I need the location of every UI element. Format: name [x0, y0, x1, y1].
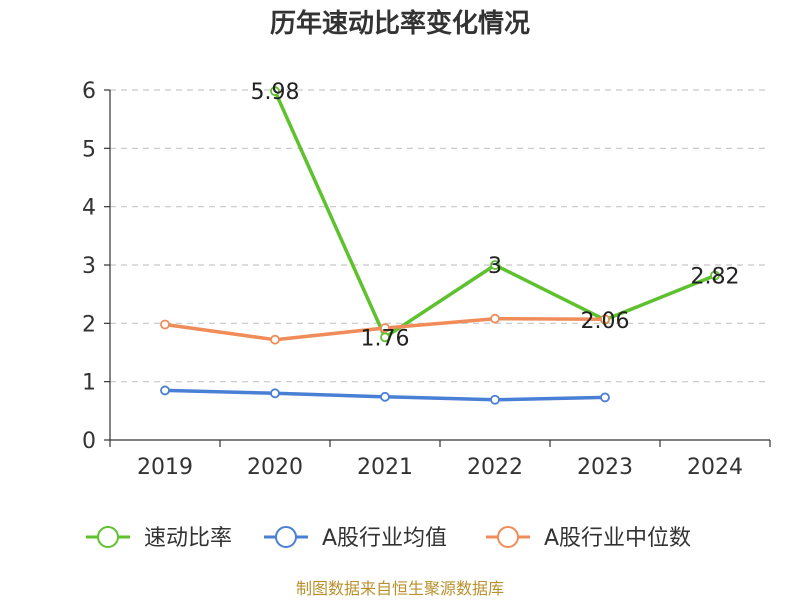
source-note: 制图数据来自恒生聚源数据库 [296, 579, 504, 598]
data-label: 1.76 [361, 326, 410, 351]
x-tick-label: 2023 [577, 455, 633, 480]
legend-label: 速动比率 [144, 526, 232, 551]
data-point [160, 319, 170, 330]
x-tick-label: 2022 [467, 455, 523, 480]
data-point [600, 314, 610, 325]
data-point [490, 260, 500, 270]
data-point [710, 270, 720, 281]
y-tick-label: 2 [82, 312, 96, 337]
data-point [380, 391, 390, 402]
data-point [160, 385, 170, 396]
y-tick-label: 3 [82, 254, 96, 279]
data-label: 2.06 [581, 309, 630, 334]
x-tick-label: 2021 [357, 455, 413, 480]
series [160, 86, 720, 405]
y-tick-label: 1 [82, 371, 96, 396]
x-tick-label: 2020 [247, 455, 303, 480]
data-point [380, 323, 390, 333]
legend-label: A股行业中位数 [544, 526, 691, 551]
data-label: 2.82 [691, 265, 740, 290]
legend-marker [97, 526, 119, 548]
data-point [490, 394, 500, 405]
data-label: 3 [488, 254, 502, 279]
data-point [270, 86, 280, 97]
legend-label: A股行业均值 [322, 526, 447, 551]
grid [110, 89, 770, 383]
y-tick-label: 0 [82, 429, 96, 454]
data-point [490, 313, 500, 324]
y-tick-label: 4 [82, 196, 96, 221]
y-tick-label: 5 [82, 137, 96, 162]
legend: 速动比率 A股行业均值 A股行业中位数 [86, 526, 691, 551]
data-point [380, 332, 390, 343]
y-tick-label: 6 [82, 79, 96, 104]
data-point [270, 334, 280, 345]
data-point [600, 392, 610, 403]
x-tick-label: 2024 [687, 455, 743, 480]
data-label: 5.98 [251, 80, 300, 105]
data-labels: 5.98 1.76 3 2.06 2.82 [251, 80, 740, 351]
axes: 0 1 2 3 4 5 6 2019 2020 2021 2022 2023 2024 [82, 79, 771, 480]
x-tick-label: 2019 [137, 455, 193, 480]
series-line [273, 90, 716, 340]
data-point [270, 388, 280, 399]
chart-title: 历年速动比率变化情况 [270, 8, 530, 39]
legend-marker [497, 526, 519, 548]
legend-marker [275, 526, 297, 548]
